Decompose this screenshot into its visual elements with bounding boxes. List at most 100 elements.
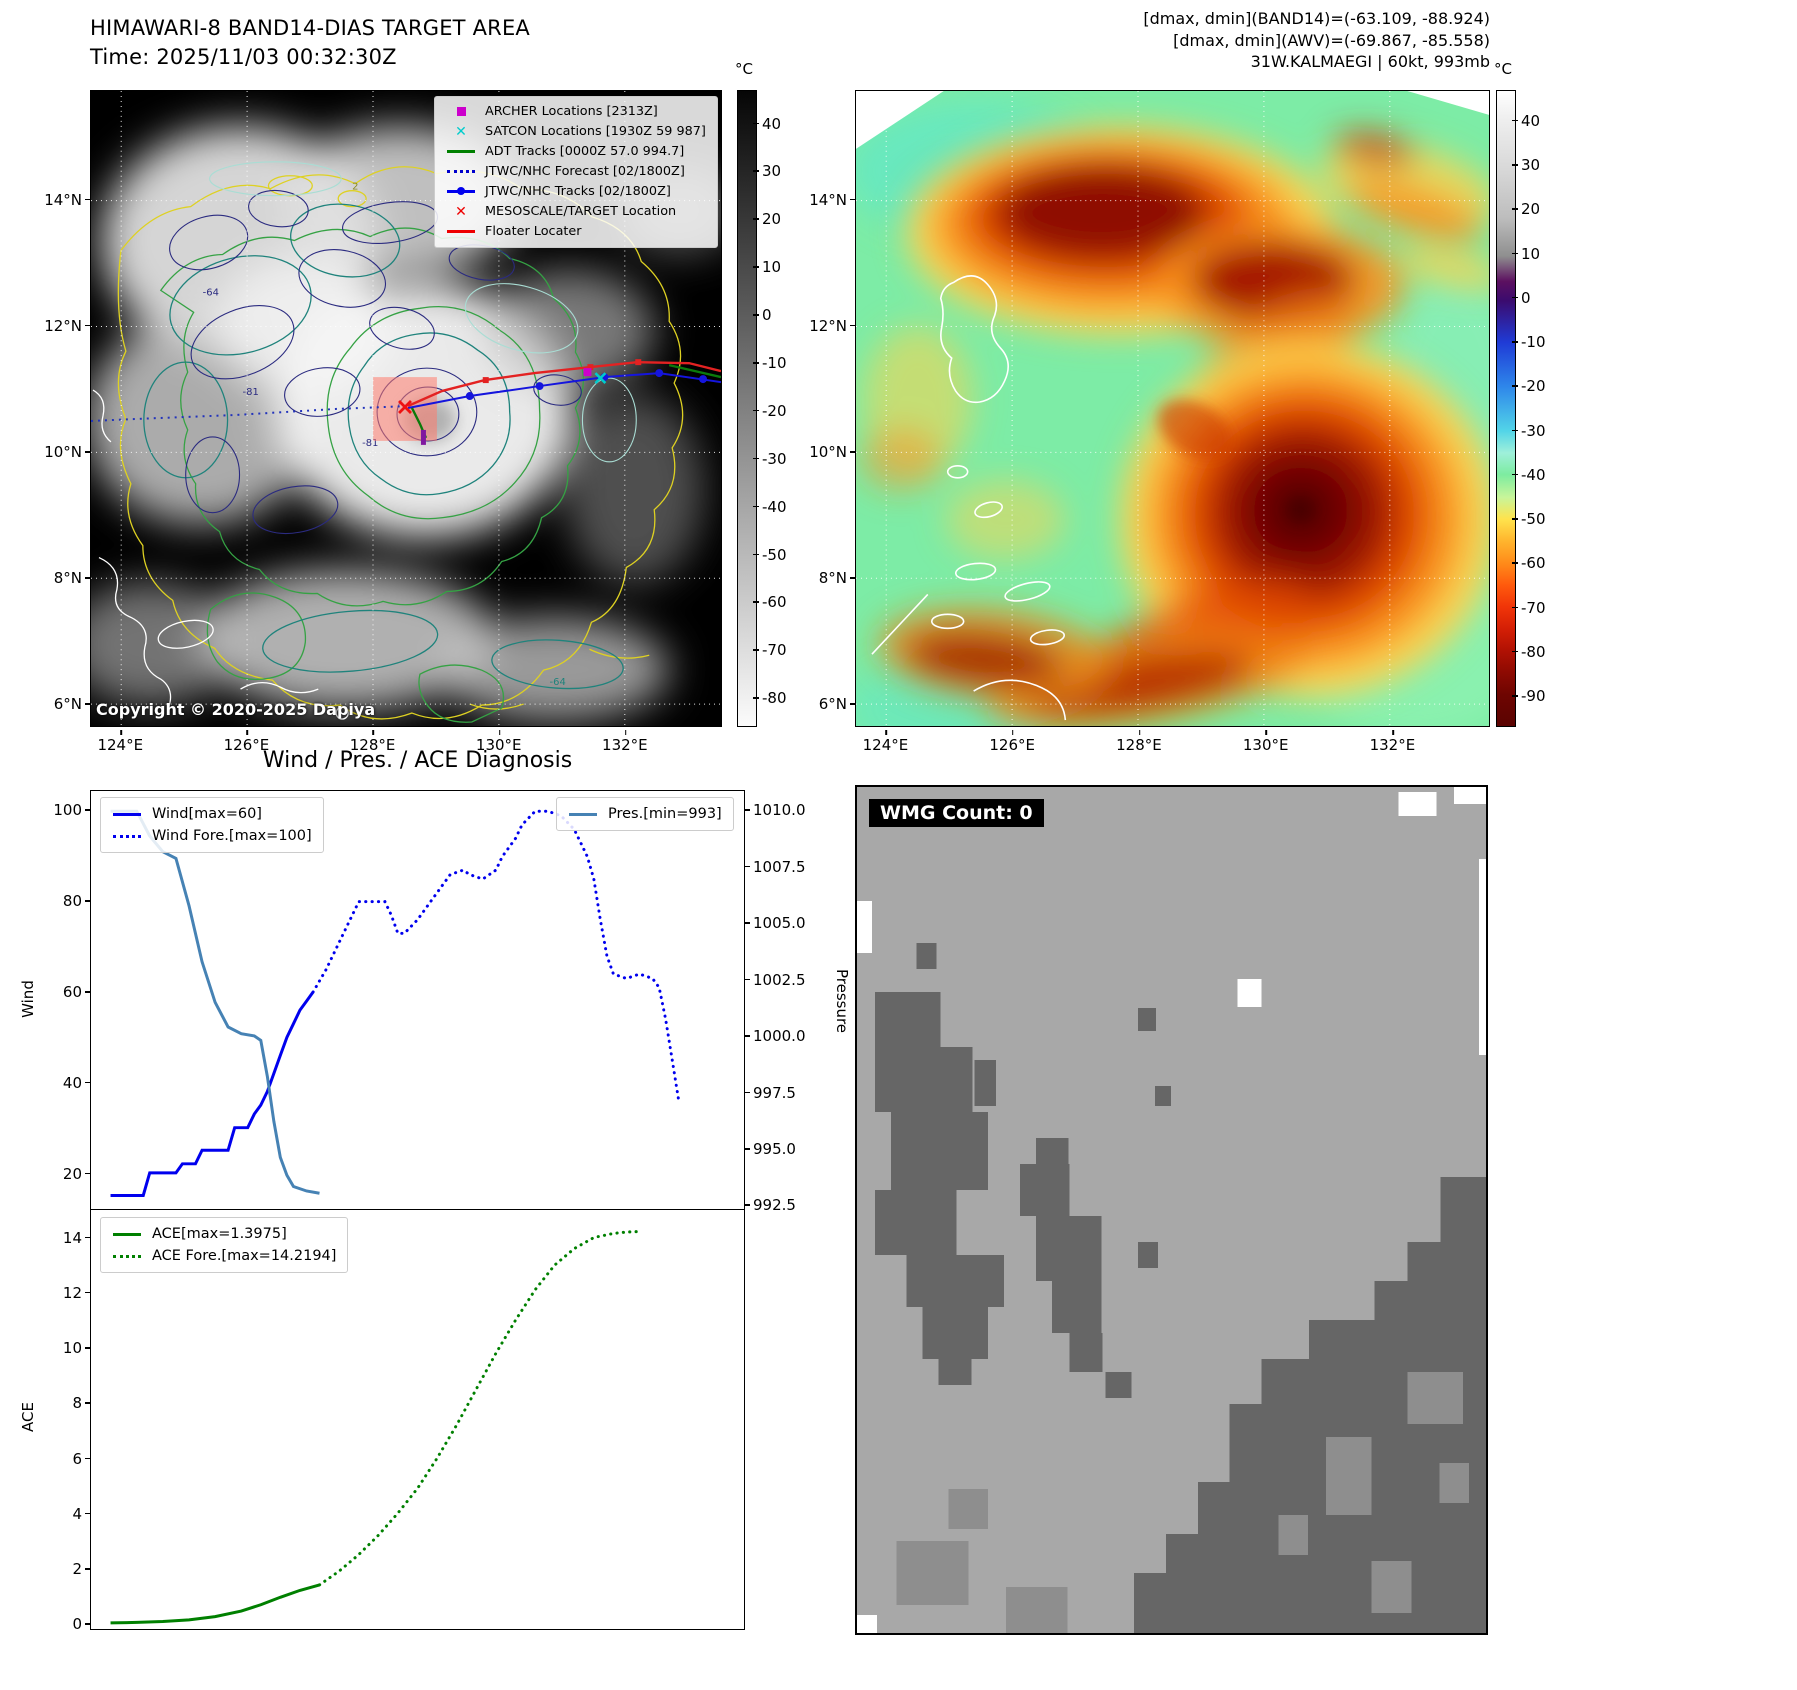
tick-label: -40	[753, 497, 787, 516]
tick-label: 10°N	[809, 443, 856, 462]
coastlines	[92, 389, 349, 720]
legend-item: Wind[max=60]	[112, 805, 312, 823]
ace-y-ticks: 0 2 4 6 8 10 12 14	[18, 1210, 92, 1634]
legend-label: Floater Locater	[485, 223, 582, 239]
tick-label: -70	[1512, 598, 1546, 617]
band14-copyright: Copyright © 2020-2025 Dapiya	[96, 700, 376, 719]
tick-label: 132°E	[602, 730, 648, 754]
pressure-axis-label: Pressure	[833, 968, 851, 1034]
awv-lon-ticks: 124°E 126°E 128°E 130°E 132°E	[855, 730, 1490, 754]
legend-label: ARCHER Locations [2313Z]	[485, 104, 658, 119]
tick-label: 20	[752, 210, 782, 229]
tick-label: 997.5	[744, 1083, 796, 1102]
tick-label: 6°N	[53, 695, 92, 714]
tick-label: -20	[753, 401, 787, 420]
band14-time: Time: 2025/11/03 00:32:30Z	[90, 45, 397, 69]
gridlines	[91, 91, 721, 726]
cloud-detail	[1158, 399, 1315, 523]
tick-label: 8	[72, 1394, 91, 1413]
tick-label: 0	[1512, 288, 1531, 307]
contour-label: 2	[352, 182, 358, 193]
tick-label: 60	[62, 983, 92, 1002]
floater-squares	[482, 359, 642, 384]
tick-label: 14	[62, 1228, 92, 1247]
target-area-box	[373, 377, 437, 441]
tick-label: -90	[1512, 687, 1546, 706]
tick-label: 124°E	[97, 730, 144, 754]
legend-label: SATCON Locations [1930Z 59 987]	[485, 123, 706, 139]
legend-item: JTWC/NHC Tracks [02/1800Z]	[446, 184, 706, 200]
legend-label: ACE[max=1.3975]	[152, 1226, 287, 1242]
pressure-legend: Pres.[min=993]	[556, 797, 734, 832]
tick-label: 126°E	[989, 730, 1035, 754]
line-marker-icon	[446, 145, 476, 159]
legend-item: ARCHER Locations [2313Z]	[446, 104, 706, 120]
band14-colorbar	[737, 90, 757, 727]
tick-label: 0	[72, 1615, 91, 1634]
target-x-icon	[398, 400, 412, 414]
series-line	[110, 991, 315, 1197]
awv-header-line1: [dmax, dmin](BAND14)=(-63.109, -88.924)	[1143, 9, 1490, 28]
awv-lat-ticks: 14°N 12°N 10°N 8°N 6°N	[783, 90, 857, 727]
tick-label: 992.5	[744, 1196, 796, 1215]
tick-label: 12°N	[809, 316, 856, 335]
contour-label: -81	[243, 387, 259, 398]
band14-map-art: -64 2 -81 -81 -64	[91, 91, 721, 726]
coastlines	[871, 275, 1067, 721]
line-marker-icon	[112, 1227, 142, 1241]
ace-series	[110, 1230, 642, 1625]
tick-label: 130°E	[1242, 730, 1289, 754]
tick-label: 1007.5	[744, 857, 806, 876]
tick-label: 100	[53, 801, 91, 820]
dotted-marker-icon	[112, 829, 142, 843]
legend-item: Floater Locater	[446, 224, 706, 240]
tick-label: -40	[1512, 465, 1546, 484]
tick-label: -60	[753, 593, 787, 612]
tick-label: 124°E	[862, 730, 909, 754]
tick-label: 30	[1511, 156, 1541, 175]
tick-label: 12	[62, 1283, 92, 1302]
wind-y-ticks: 20 40 60 80 100	[18, 790, 92, 1210]
wind-pressure-plot	[90, 790, 745, 1210]
series-line	[110, 809, 320, 1195]
tick-label: 6	[72, 1449, 91, 1468]
tick-label: 132°E	[1369, 730, 1416, 754]
tick-label: 14°N	[809, 190, 856, 209]
tick-label: 30	[752, 162, 782, 181]
tick-label: 20	[62, 1164, 92, 1183]
archer-marker	[420, 429, 426, 445]
tracks	[91, 359, 721, 445]
legend-label: ACE Fore.[max=14.2194]	[152, 1248, 337, 1265]
awv-header-line3: 31W.KALMAEGI | 60kt, 993mb	[1250, 52, 1490, 72]
tick-label: -30	[1512, 421, 1546, 440]
dotted-marker-icon	[446, 165, 476, 179]
legend-label: JTWC/NHC Tracks [02/1800Z]	[485, 183, 671, 199]
floater-line	[407, 360, 721, 408]
legend-label: MESOSCALE/TARGET Location	[485, 203, 677, 219]
legend-item: Wind Fore.[max=100]	[112, 827, 312, 845]
legend-label: Pres.[min=993]	[608, 806, 722, 822]
tick-label: 40	[62, 1073, 92, 1092]
band14-lat-ticks: 14°N 12°N 10°N 8°N 6°N	[18, 90, 92, 727]
wind-pressure-series	[110, 809, 681, 1197]
land-mask-mid	[896, 1372, 1470, 1633]
tick-label: -30	[753, 449, 787, 468]
tick-label: -60	[1512, 554, 1546, 573]
pressure-y-ticks: 992.5 995.0 997.5 1000.0 1002.5 1005.0 1007.5 1…	[744, 790, 817, 1214]
tick-label: 10°N	[44, 443, 91, 462]
awv-colorbar	[1496, 90, 1516, 727]
line-marker-icon	[446, 225, 476, 239]
diagnosis-title: Wind / Pres. / ACE Diagnosis	[262, 748, 573, 773]
tick-label: 20	[1511, 200, 1541, 219]
satcon-x-icon	[594, 372, 607, 384]
band14-lon-ticks: 124°E 126°E 128°E 130°E 132°E	[90, 730, 722, 754]
tick-label: -10	[1512, 333, 1546, 352]
wmg-map-art	[857, 787, 1486, 1633]
awv-map-art	[856, 91, 1489, 726]
tick-label: 8°N	[818, 569, 857, 588]
band14-colorbar-unit: °C	[735, 60, 753, 78]
tick-label: 4	[72, 1504, 91, 1523]
awv-header: [dmax, dmin](BAND14)=(-63.109, -88.924) …	[950, 8, 1490, 73]
nodata-patches	[857, 787, 1486, 1633]
